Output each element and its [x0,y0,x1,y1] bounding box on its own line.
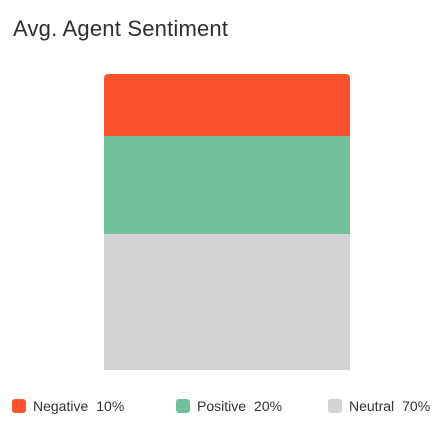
chart-title: Avg. Agent Sentiment [13,16,229,41]
legend-label: Negative [33,398,89,414]
legend: Negative 10% Positive 20% Neutral 70% [12,398,442,418]
stacked-bar [104,74,350,370]
legend-swatch [176,399,190,413]
legend-value: 10% [96,398,125,414]
legend-label: Positive [197,398,247,414]
legend-item-positive: Positive 20% [176,398,282,414]
bar-segment-positive [104,136,350,234]
legend-value: 20% [254,398,283,414]
legend-item-negative: Negative 10% [12,398,124,414]
legend-label: Neutral [349,398,395,414]
bar-segment-neutral [104,234,350,370]
bar-segment-negative [104,74,350,136]
legend-item-neutral: Neutral 70% [328,398,430,414]
legend-value: 70% [402,398,431,414]
legend-swatch [328,399,342,413]
legend-swatch [12,399,26,413]
